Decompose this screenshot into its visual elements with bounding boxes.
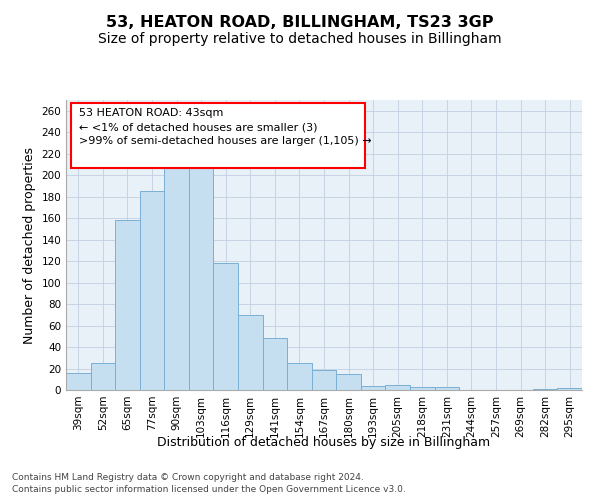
Text: Distribution of detached houses by size in Billingham: Distribution of detached houses by size … — [157, 436, 491, 449]
Bar — [533, 389, 557, 390]
Bar — [385, 384, 410, 390]
Bar — [140, 192, 164, 390]
Y-axis label: Number of detached properties: Number of detached properties — [23, 146, 36, 344]
Bar — [557, 388, 582, 390]
Bar — [434, 387, 459, 390]
Bar — [410, 387, 434, 390]
Bar — [66, 373, 91, 390]
Bar — [164, 164, 189, 390]
Text: Contains public sector information licensed under the Open Government Licence v3: Contains public sector information licen… — [12, 485, 406, 494]
Text: 53, HEATON ROAD, BILLINGHAM, TS23 3GP: 53, HEATON ROAD, BILLINGHAM, TS23 3GP — [106, 15, 494, 30]
Text: Size of property relative to detached houses in Billingham: Size of property relative to detached ho… — [98, 32, 502, 46]
Bar — [189, 161, 214, 390]
Text: Contains HM Land Registry data © Crown copyright and database right 2024.: Contains HM Land Registry data © Crown c… — [12, 472, 364, 482]
Bar — [263, 338, 287, 390]
Bar — [115, 220, 140, 390]
Bar — [214, 264, 238, 390]
Bar — [361, 386, 385, 390]
Text: 53 HEATON ROAD: 43sqm
← <1% of detached houses are smaller (3)
>99% of semi-deta: 53 HEATON ROAD: 43sqm ← <1% of detached … — [79, 108, 371, 146]
Bar — [238, 315, 263, 390]
Bar — [287, 363, 312, 390]
Bar — [91, 363, 115, 390]
Bar — [336, 374, 361, 390]
FancyBboxPatch shape — [71, 103, 365, 168]
Bar — [312, 370, 336, 390]
